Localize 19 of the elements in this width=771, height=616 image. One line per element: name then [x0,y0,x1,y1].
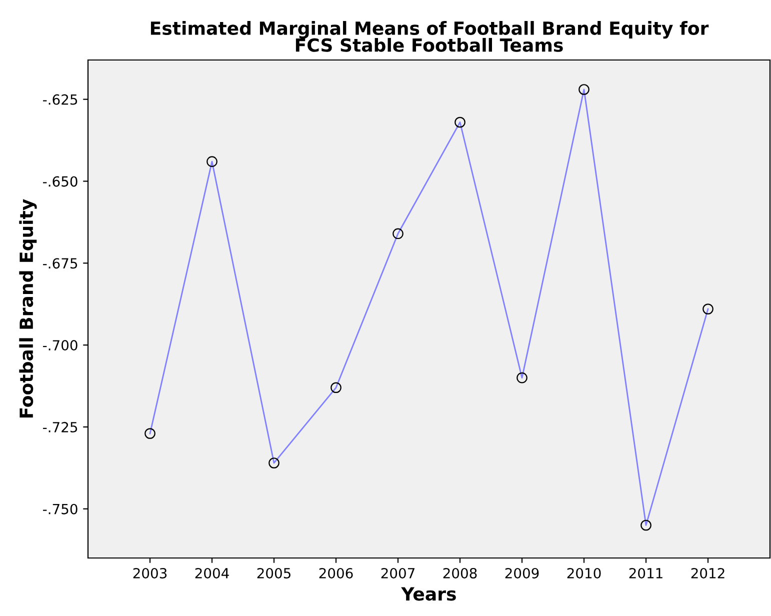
y-tick-label: -.625 [43,94,78,105]
x-tick-label: 2008 [443,568,477,578]
x-tick-label: 2005 [257,568,290,578]
x-tick-label: 2011 [629,568,662,578]
x-tick-label: 2004 [195,568,229,578]
x-tick-label: 2003 [133,568,167,578]
y-tick-label: -.725 [43,422,78,432]
y-tick-label: -.750 [43,504,78,514]
x-tick-label: 2012 [691,568,724,578]
x-axis-title: Years [401,587,456,601]
x-tick-label: 2010 [567,568,601,578]
x-tick-label: 2006 [319,568,353,578]
y-tick-label: -.675 [43,258,78,269]
x-tick-label: 2009 [505,568,539,578]
y-axis-title: Football Brand Equity [19,199,37,418]
y-tick-label: -.700 [43,340,78,351]
y-tick-label: -.650 [43,176,78,187]
chart-title: Estimated Marginal Means of Football Brand Equity for FCS Stable Football Teams [150,21,709,52]
x-tick-label: 2007 [381,568,414,578]
